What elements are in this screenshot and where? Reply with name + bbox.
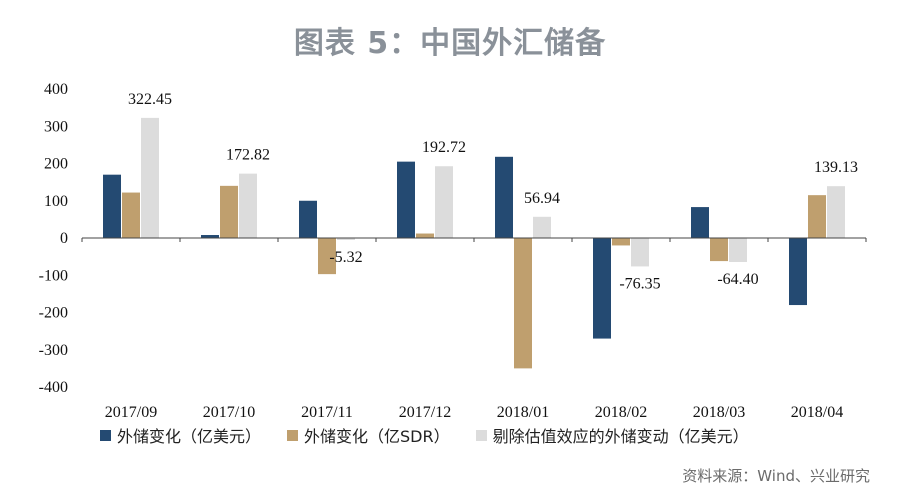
x-tick-label: 2018/02 (595, 404, 647, 421)
bar-adjusted-2018-01 (533, 216, 551, 238)
legend: 外储变化（亿美元） 外储变化（亿SDR） 剔除估值效应的外储变动（亿美元） (100, 423, 749, 447)
bars (103, 117, 845, 369)
data-label: -76.35 (619, 275, 660, 292)
data-label: 139.13 (814, 159, 858, 176)
data-label: -5.32 (329, 249, 362, 266)
y-tick-label: 300 (44, 118, 68, 135)
data-label: 172.82 (226, 147, 270, 164)
x-tick-label: 2017/11 (301, 404, 353, 421)
bar-sdr-2018-01 (514, 238, 532, 369)
x-tick-label: 2017/09 (105, 404, 157, 421)
bar-sdr-2018-02 (612, 238, 630, 246)
legend-swatch-adjusted (475, 429, 487, 441)
y-tick-label: -300 (39, 342, 68, 359)
data-label: -64.40 (717, 271, 758, 288)
y-tick-label: -100 (39, 267, 68, 284)
data-label: 56.94 (524, 190, 560, 207)
legend-item-sdr: 外储变化（亿SDR） (287, 423, 450, 447)
bar-usd-2018-01 (495, 156, 513, 238)
bar-adjusted-2017-10 (239, 173, 257, 238)
legend-item-adjusted: 剔除估值效应的外储变动（亿美元） (475, 423, 749, 447)
x-tick-label: 2017/12 (399, 404, 451, 421)
x-tick-label: 2018/01 (497, 404, 549, 421)
data-label: 322.45 (128, 91, 172, 108)
y-axis-ticks: 400 300 200 100 0 -100 -200 -300 -400 (39, 81, 68, 396)
x-axis-ticks: 2017/09 2017/10 2017/11 2017/12 2018/01 2018/… (81, 238, 867, 421)
x-tick-label: 2017/10 (203, 404, 255, 421)
bar-usd-2017-10 (201, 235, 219, 238)
bar-sdr-2017-11 (318, 238, 336, 275)
y-tick-label: 0 (60, 230, 68, 247)
x-tick-label: 2018/04 (791, 404, 843, 421)
bar-usd-2018-03 (691, 207, 709, 238)
bar-usd-2018-04 (789, 238, 807, 306)
legend-swatch-sdr (287, 429, 299, 441)
y-tick-label: -200 (39, 305, 68, 322)
y-tick-label: 200 (44, 156, 68, 173)
data-label: 192.72 (422, 139, 466, 156)
bar-adjusted-2018-03 (729, 238, 747, 262)
bar-usd-2017-12 (397, 161, 415, 238)
bar-usd-2017-11 (299, 200, 317, 238)
bar-adjusted-2017-12 (435, 166, 453, 238)
bar-sdr-2018-03 (710, 238, 728, 262)
bar-usd-2017-09 (103, 174, 121, 238)
data-labels: 322.45 172.82 -5.32 192.72 56.94 -76.35 -64.40… (128, 91, 858, 293)
bar-sdr-2017-12 (416, 233, 434, 238)
y-tick-label: 400 (44, 81, 68, 98)
legend-label-adjusted: 剔除估值效应的外储变动（亿美元） (492, 427, 749, 446)
legend-item-usd: 外储变化（亿美元） (100, 423, 261, 447)
bar-adjusted-2018-04 (827, 186, 845, 238)
source-note: 资料来源：Wind、兴业研究 (682, 467, 870, 485)
bar-sdr-2018-04 (808, 195, 826, 238)
bar-usd-2018-02 (593, 238, 611, 339)
x-tick-label: 2018/03 (693, 404, 745, 421)
bar-adjusted-2018-02 (631, 238, 649, 267)
legend-label-usd: 外储变化（亿美元） (117, 427, 262, 446)
bar-adjusted-2017-11 (337, 238, 355, 240)
bar-sdr-2017-09 (122, 192, 140, 238)
y-tick-label: -400 (39, 379, 68, 396)
bar-adjusted-2017-09 (141, 117, 159, 238)
y-tick-label: 100 (44, 193, 68, 210)
legend-swatch-usd (100, 429, 111, 441)
chart-title: 图表 5：中国外汇储备 (293, 26, 607, 61)
legend-label-sdr: 外储变化（亿SDR） (304, 427, 450, 446)
bar-sdr-2017-10 (220, 185, 238, 238)
